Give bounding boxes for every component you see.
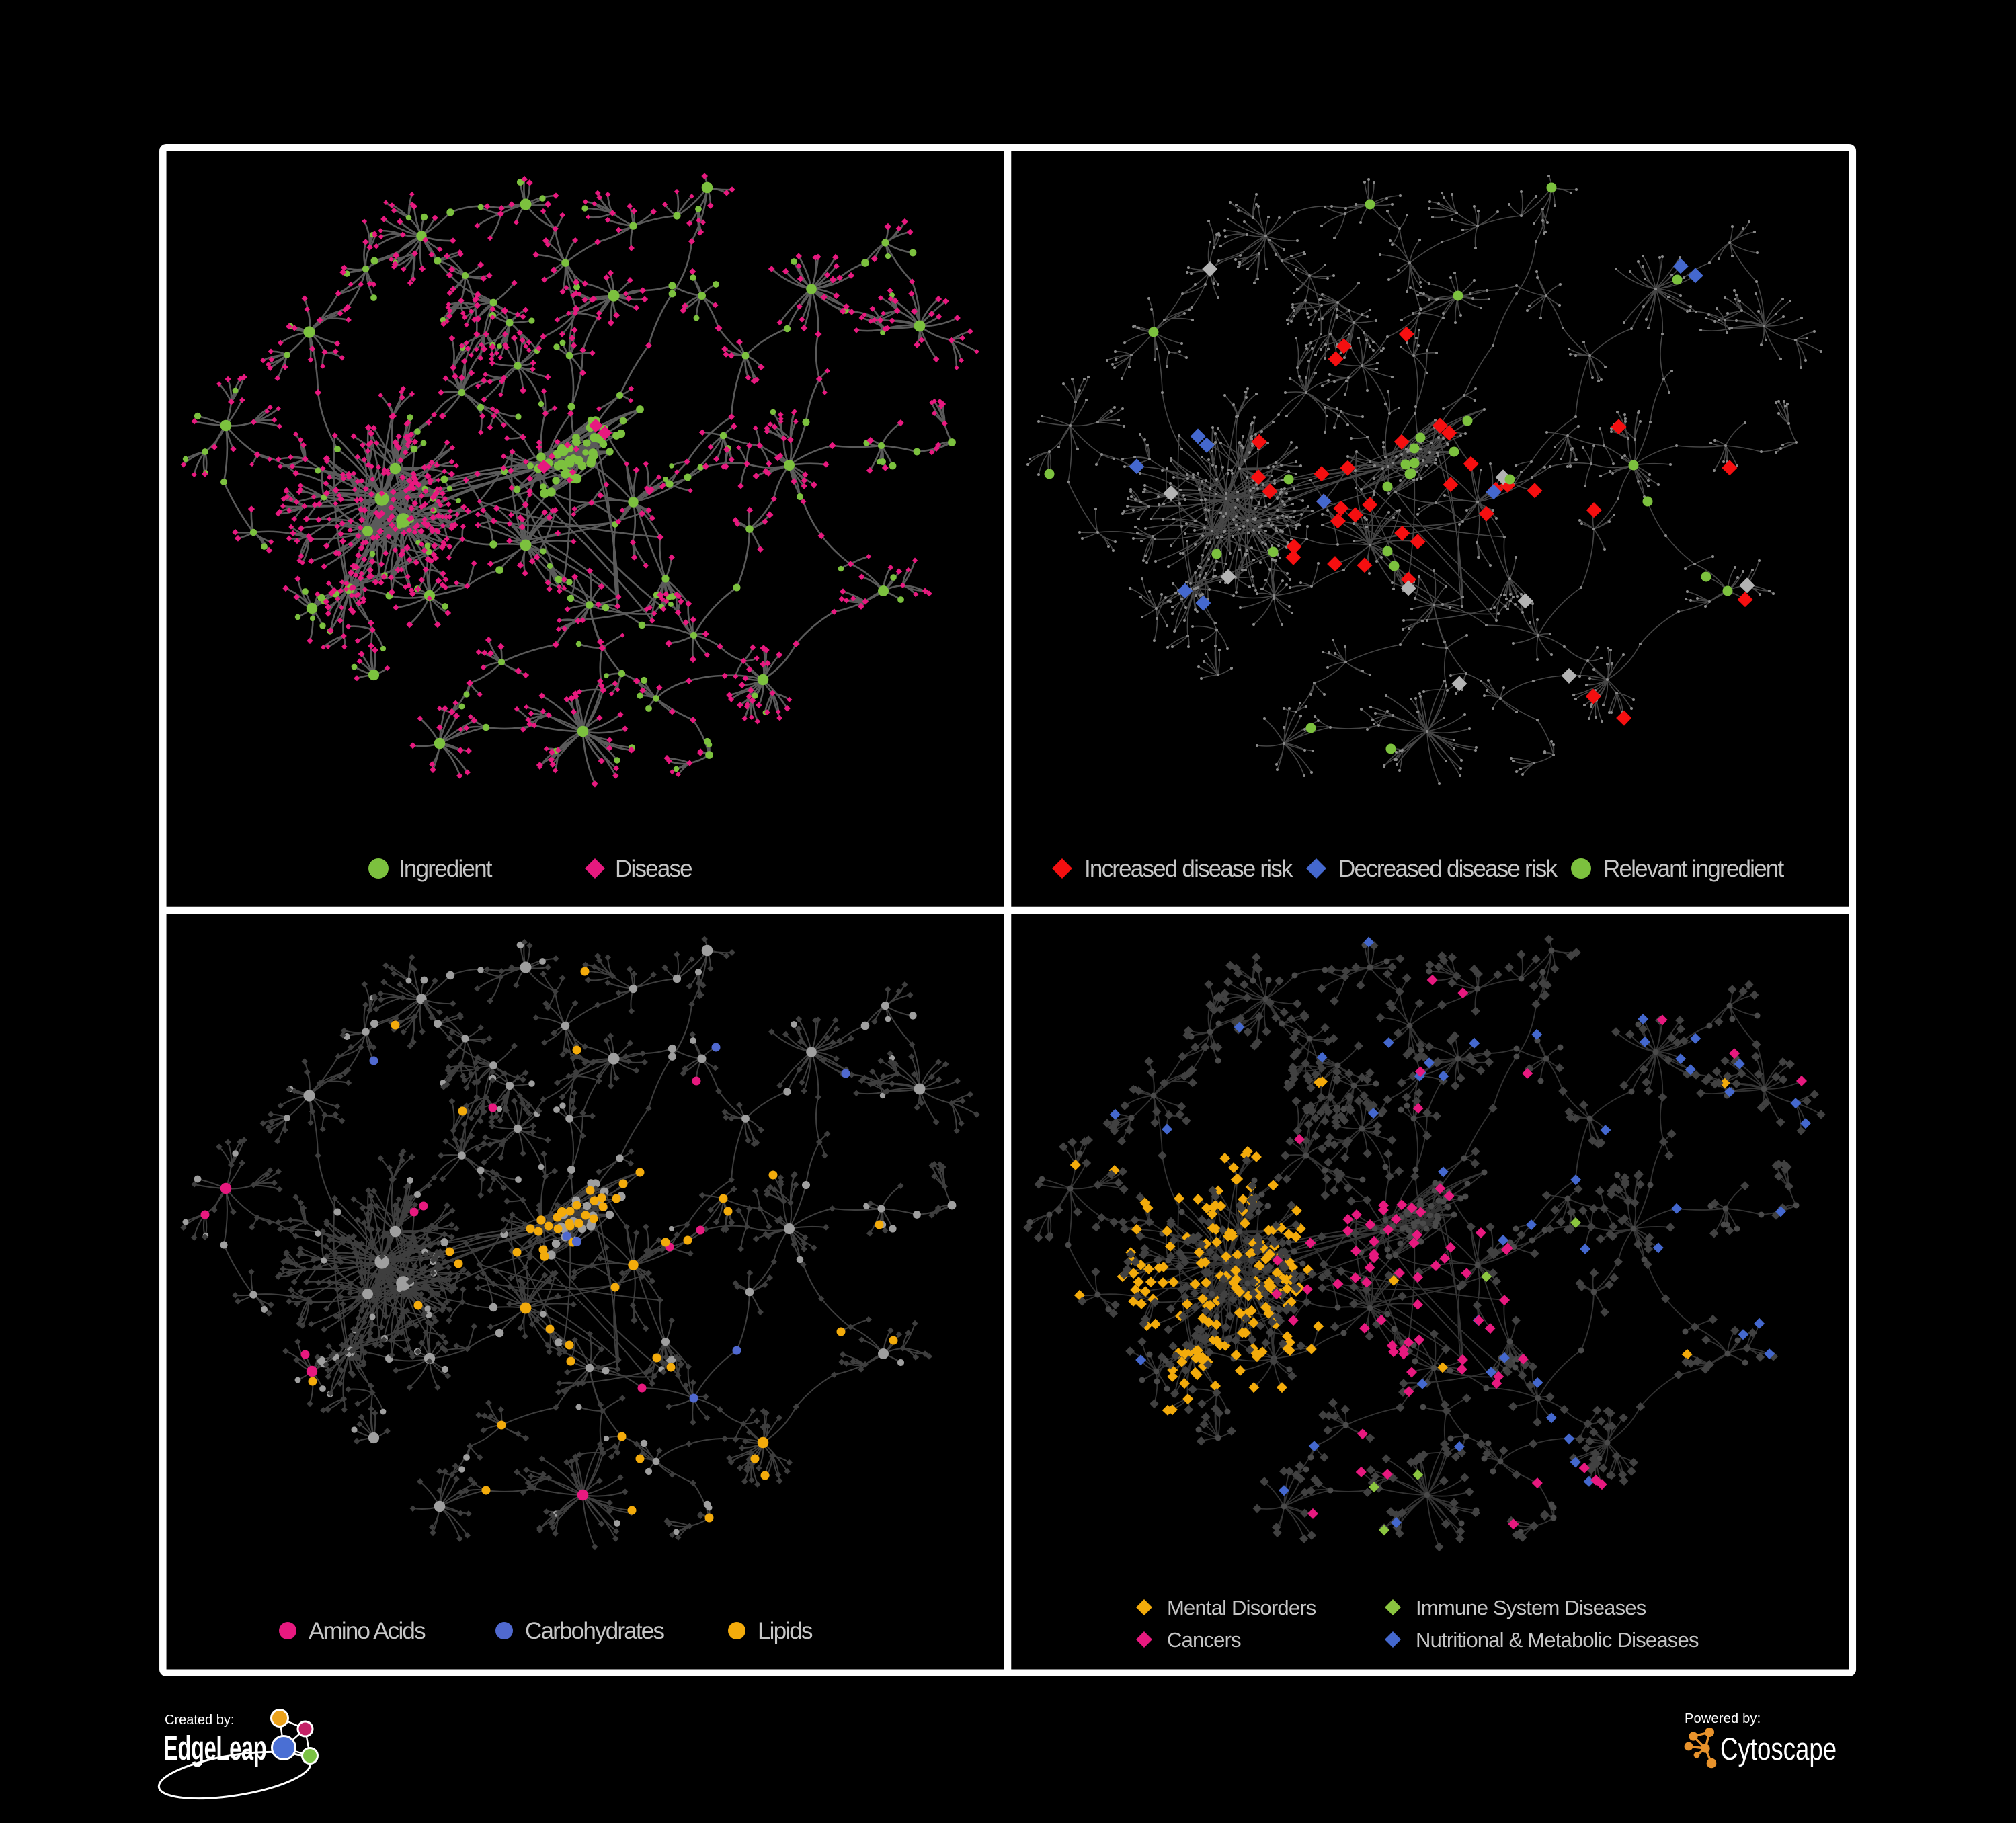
svg-text:Mental Disorders: Mental Disorders bbox=[1167, 1596, 1316, 1619]
svg-text:Decreased disease risk: Decreased disease risk bbox=[1338, 856, 1558, 882]
svg-text:Nutritional & Metabolic Diseas: Nutritional & Metabolic Diseases bbox=[1416, 1628, 1699, 1652]
svg-text:Disease: Disease bbox=[615, 856, 692, 882]
svg-text:Cancers: Cancers bbox=[1167, 1628, 1241, 1652]
svg-text:Relevant ingredient: Relevant ingredient bbox=[1603, 856, 1784, 882]
svg-text:Carbohydrates: Carbohydrates bbox=[525, 1618, 664, 1644]
svg-text:Ingredient: Ingredient bbox=[399, 856, 493, 882]
svg-text:Increased disease risk: Increased disease risk bbox=[1084, 856, 1293, 882]
svg-text:Lipids: Lipids bbox=[758, 1618, 813, 1644]
svg-text:Powered by:: Powered by: bbox=[1685, 1711, 1761, 1726]
svg-text:Immune System Diseases: Immune System Diseases bbox=[1416, 1596, 1646, 1619]
svg-text:Amino Acids: Amino Acids bbox=[309, 1618, 426, 1644]
svg-text:Created by:: Created by: bbox=[165, 1713, 234, 1728]
svg-text:Cytoscape: Cytoscape bbox=[1720, 1732, 1837, 1767]
svg-text:EdgeLeap: EdgeLeap bbox=[163, 1730, 266, 1768]
